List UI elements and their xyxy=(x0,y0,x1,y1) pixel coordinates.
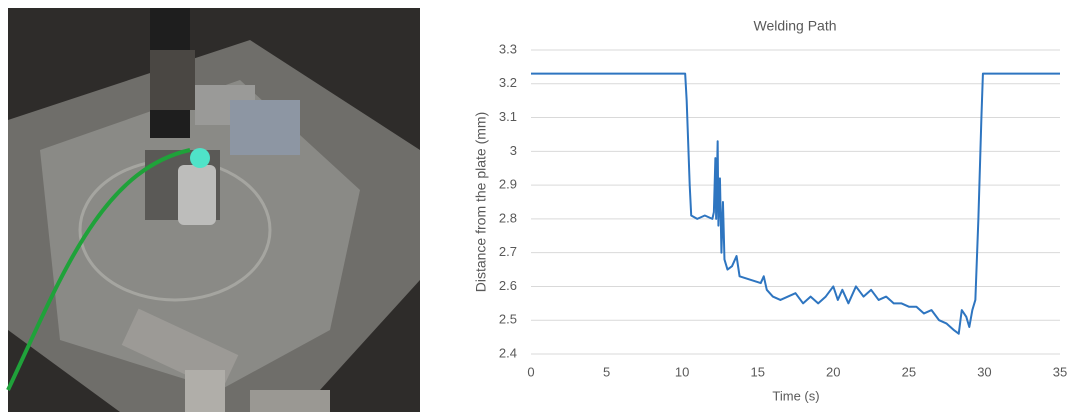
x-tick-label: 5 xyxy=(603,364,610,379)
y-tick-label: 3.1 xyxy=(499,109,517,124)
y-tick-label: 2.8 xyxy=(499,210,517,225)
x-tick-label: 20 xyxy=(826,364,840,379)
x-tick-label: 25 xyxy=(902,364,916,379)
chart-title: Welding Path xyxy=(753,18,836,34)
x-tick-label: 0 xyxy=(527,364,534,379)
y-tick-label: 2.4 xyxy=(499,345,517,360)
x-tick-label: 10 xyxy=(675,364,689,379)
x-tick-label: 30 xyxy=(977,364,991,379)
y-tick-label: 2.6 xyxy=(499,278,517,293)
y-tick-label: 2.5 xyxy=(499,312,517,327)
y-tick-label: 2.7 xyxy=(499,244,517,259)
y-tick-label: 2.9 xyxy=(499,177,517,192)
page: Welding Path Time (s) Distance from the … xyxy=(0,0,1073,412)
x-tick-label: 15 xyxy=(750,364,764,379)
x-axis-label: Time (s) xyxy=(772,388,819,403)
data-line xyxy=(531,74,1060,334)
photo xyxy=(8,8,420,412)
y-tick-label: 3.3 xyxy=(499,41,517,56)
y-tick-label: 3 xyxy=(510,143,517,158)
x-tick-label: 35 xyxy=(1053,364,1067,379)
y-axis-label: Distance from the plate (mm) xyxy=(473,112,489,293)
y-tick-label: 3.2 xyxy=(499,75,517,90)
